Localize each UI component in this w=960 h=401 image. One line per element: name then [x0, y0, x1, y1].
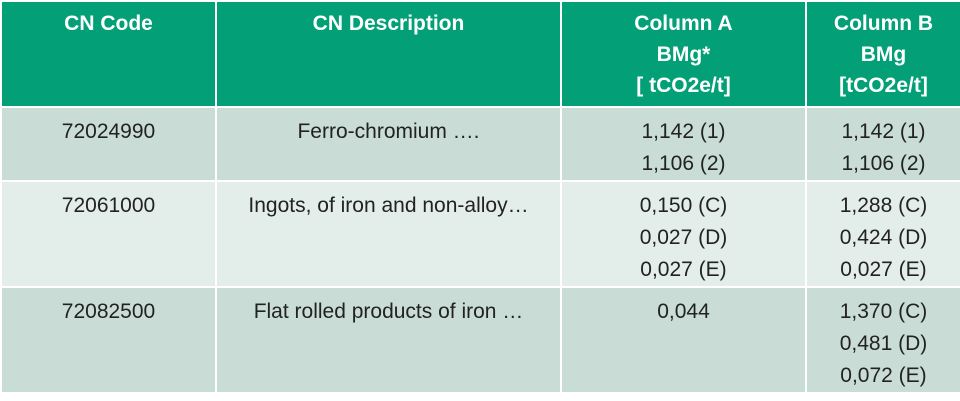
header-cell: Column A BMg* [ tCO2e/t] — [560, 0, 807, 107]
cell-line: Flat rolled products of iron … — [253, 300, 524, 323]
cell-line: 1,106 (2) — [641, 152, 726, 175]
header-cell: Column B BMg [tCO2e/t] — [805, 0, 960, 107]
cell-line: [ tCO2e/t] — [636, 74, 731, 97]
table-cell: Ingots, of iron and non-alloy… — [215, 180, 562, 287]
table-cell: 0,044 — [560, 286, 807, 392]
cell-line: 0,424 (D) — [839, 226, 928, 249]
cell-line: 0,027 (E) — [840, 258, 927, 281]
cell-line: 1,370 (C) — [839, 300, 928, 323]
header-row: CN Code CN Description Column A BMg* [ tCO2e… — [0, 0, 960, 107]
cell-line: 0,072 (E) — [840, 364, 927, 387]
cell-line: 0,150 (C) — [639, 194, 728, 217]
header-cell: CN Code — [0, 0, 217, 107]
table-cell: 72024990 — [0, 106, 217, 181]
table-row: 72024990 Ferro-chromium …. 1,142 (1) 1,106 … — [0, 106, 960, 181]
table-cell: 1,142 (1) 1,106 (2) — [805, 106, 960, 181]
cell-line: Column A — [634, 12, 733, 35]
table-cell: Ferro-chromium …. — [215, 106, 562, 181]
cell-line: 0,027 (E) — [640, 258, 727, 281]
cell-line: BMg* — [656, 43, 711, 66]
table-cell: 72061000 — [0, 180, 217, 287]
table-row: 72061000 Ingots, of iron and non-alloy… 0,… — [0, 180, 960, 287]
cell-line: 0,044 — [657, 300, 710, 323]
cell-line: [tCO2e/t] — [839, 74, 928, 97]
cell-line: 72082500 — [61, 300, 156, 323]
cell-line: 1,106 (2) — [841, 152, 926, 175]
table-cell: 0,150 (C) 0,027 (D) 0,027 (E) — [560, 180, 807, 287]
cell-line: 72024990 — [61, 120, 156, 143]
cell-line: BMg — [860, 43, 907, 66]
cell-line: 1,142 (1) — [841, 120, 926, 143]
table-cell: Flat rolled products of iron … — [215, 286, 562, 392]
cell-line: Column B — [833, 12, 934, 35]
header-cell: CN Description — [215, 0, 562, 107]
cell-line: 0,027 (D) — [639, 226, 728, 249]
table-cell: 1,370 (C) 0,481 (D) 0,072 (E) — [805, 286, 960, 392]
table-cell: 1,142 (1) 1,106 (2) — [560, 106, 807, 181]
table-cell: 1,288 (C) 0,424 (D) 0,027 (E) — [805, 180, 960, 287]
cell-line: 0,481 (D) — [839, 332, 928, 355]
cell-line: Ferro-chromium …. — [297, 120, 480, 143]
cell-line: CN Code — [64, 12, 153, 35]
cell-line: 1,142 (1) — [641, 120, 726, 143]
cell-line: 72061000 — [61, 194, 156, 217]
table-cell: 72082500 — [0, 286, 217, 392]
cell-line: 1,288 (C) — [839, 194, 928, 217]
cell-line: CN Description — [312, 12, 465, 35]
table-row: 72082500 Flat rolled products of iron … 0,… — [0, 286, 960, 392]
cell-line: Ingots, of iron and non-alloy… — [248, 194, 529, 217]
cn-table: CN Code CN Description Column A BMg* [ tCO2e… — [0, 0, 960, 392]
